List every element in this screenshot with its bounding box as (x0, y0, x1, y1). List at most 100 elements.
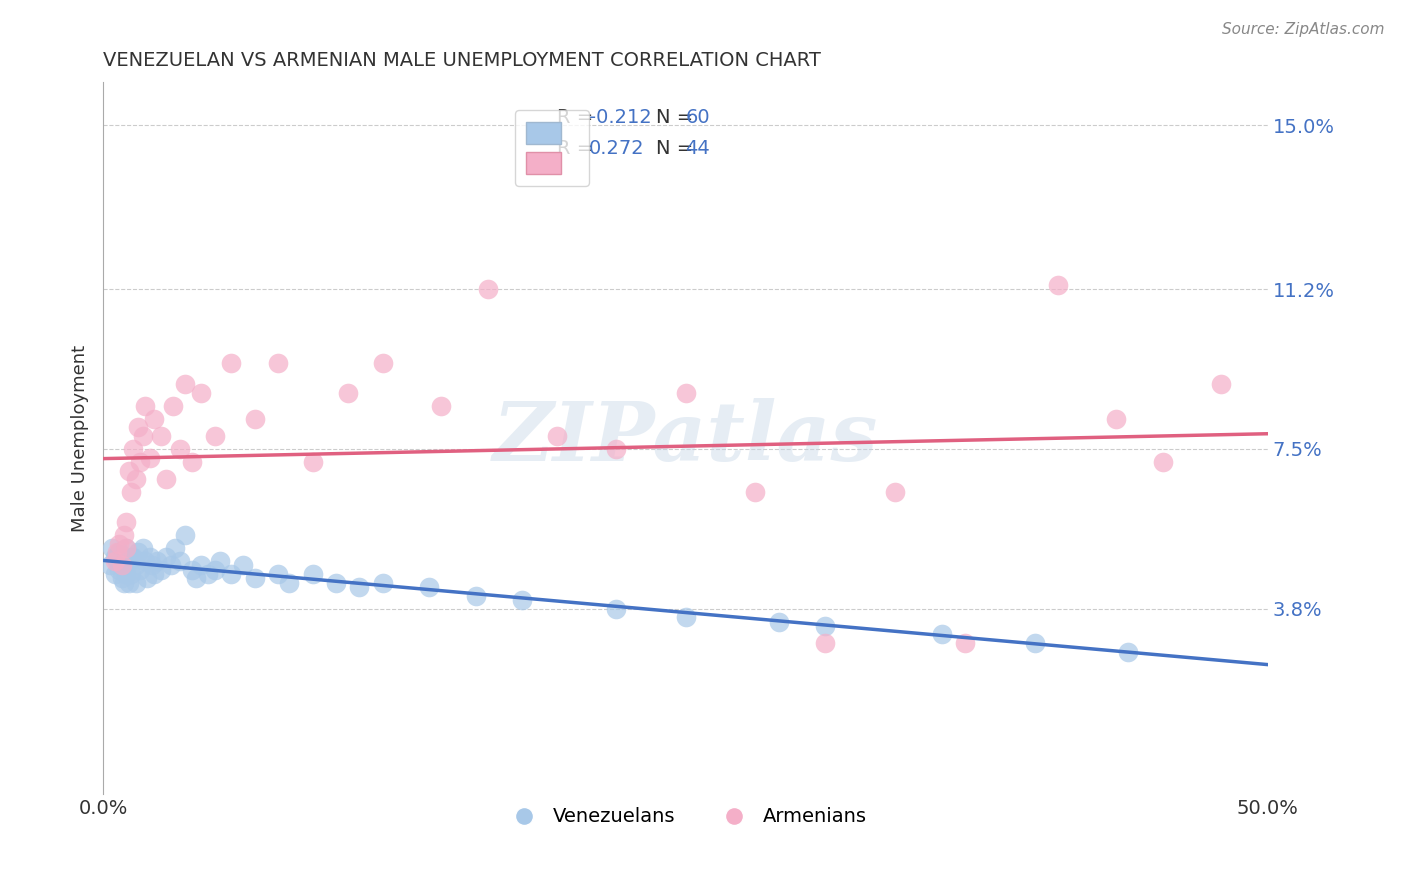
Point (243, 411, 266, 425)
Point (127, 420, 149, 434)
Point (143, 567, 166, 582)
Point (118, 575, 141, 590)
Point (169, 554, 191, 568)
Point (101, 541, 124, 556)
Point (430, 399, 453, 413)
Point (129, 455, 152, 469)
Point (173, 377, 195, 392)
Point (301, 567, 323, 582)
Text: VENEZUELAN VS ARMENIAN MALE UNEMPLOYMENT CORRELATION CHART: VENEZUELAN VS ARMENIAN MALE UNEMPLOYMENT… (103, 51, 821, 70)
Point (104, 549, 127, 564)
Point (132, 429, 155, 443)
Point (134, 399, 156, 413)
Point (132, 541, 155, 556)
Point (141, 558, 163, 573)
Point (278, 575, 301, 590)
Point (180, 455, 202, 469)
Text: Source: ZipAtlas.com: Source: ZipAtlas.com (1222, 22, 1385, 37)
Point (208, 554, 231, 568)
Text: N =: N = (657, 109, 700, 128)
Point (931, 627, 953, 641)
Point (884, 485, 907, 500)
Point (336, 385, 359, 400)
Point (477, 282, 499, 296)
Point (197, 567, 219, 582)
Point (744, 485, 766, 500)
Point (111, 558, 134, 573)
Legend: Venezuelans, Armenians: Venezuelans, Armenians (496, 799, 875, 834)
Point (150, 563, 173, 577)
Point (111, 571, 134, 585)
Point (108, 563, 131, 577)
Point (112, 558, 135, 573)
Point (190, 385, 212, 400)
Point (371, 356, 394, 370)
Point (118, 464, 141, 478)
Point (138, 450, 160, 465)
Point (115, 541, 138, 556)
Point (190, 558, 212, 573)
Point (112, 528, 135, 542)
Point (675, 610, 697, 624)
Point (1047, 278, 1070, 293)
Text: 0.272: 0.272 (589, 139, 644, 158)
Point (136, 571, 159, 585)
Point (349, 580, 371, 594)
Point (204, 429, 226, 443)
Point (115, 541, 138, 556)
Point (122, 442, 145, 456)
Point (125, 558, 148, 573)
Point (115, 567, 138, 582)
Point (155, 549, 177, 564)
Point (371, 575, 394, 590)
Point (125, 575, 148, 590)
Point (120, 567, 142, 582)
Point (115, 516, 138, 530)
Point (186, 571, 208, 585)
Point (111, 549, 134, 564)
Point (814, 636, 837, 650)
Text: 44: 44 (686, 139, 710, 158)
Point (512, 593, 534, 607)
Point (155, 472, 177, 486)
Point (105, 554, 128, 568)
Point (180, 563, 202, 577)
Point (243, 571, 266, 585)
Text: R =: R = (557, 109, 600, 128)
Point (325, 575, 347, 590)
Point (204, 563, 226, 577)
Point (98, 558, 121, 573)
Point (219, 356, 242, 370)
Point (150, 429, 173, 443)
Point (138, 549, 160, 564)
Point (120, 485, 142, 500)
Text: N =: N = (657, 139, 700, 158)
Point (118, 554, 141, 568)
Point (768, 615, 790, 629)
Point (605, 442, 627, 456)
Text: 60: 60 (686, 109, 710, 128)
Point (145, 554, 167, 568)
Point (219, 567, 242, 582)
Point (104, 554, 127, 568)
Point (267, 356, 290, 370)
Point (605, 601, 627, 615)
Point (129, 563, 152, 577)
Point (108, 545, 131, 559)
Point (120, 549, 142, 564)
Point (125, 472, 148, 486)
Text: ZIPatlas: ZIPatlas (492, 398, 879, 478)
Point (108, 537, 131, 551)
Point (232, 558, 254, 573)
Point (1211, 377, 1233, 392)
Point (162, 399, 184, 413)
Point (267, 567, 290, 582)
Point (134, 554, 156, 568)
Point (159, 558, 181, 573)
Point (165, 541, 187, 556)
Y-axis label: Male Unemployment: Male Unemployment (72, 344, 89, 532)
Point (105, 545, 128, 559)
Point (1152, 455, 1174, 469)
Point (1024, 636, 1046, 650)
Point (814, 619, 837, 633)
